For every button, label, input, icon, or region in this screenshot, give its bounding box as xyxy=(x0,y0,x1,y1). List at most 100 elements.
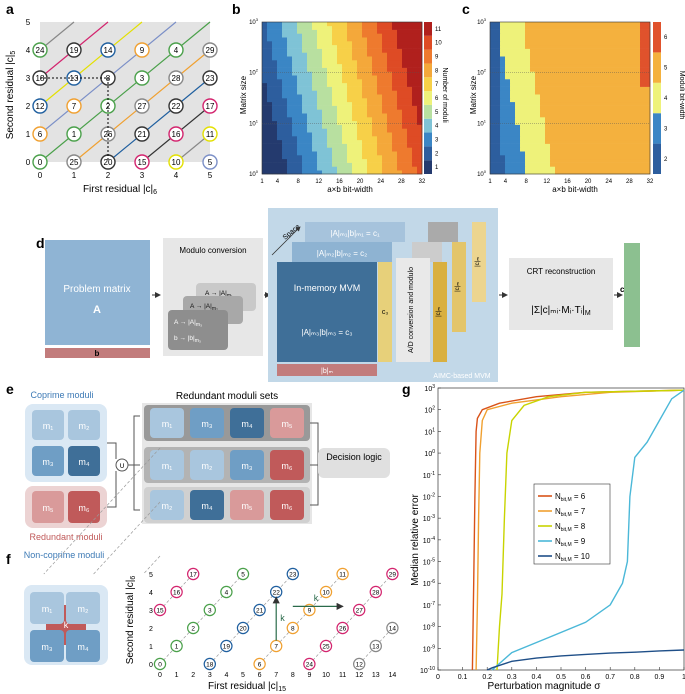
heat-cell xyxy=(402,56,408,61)
heat-cell xyxy=(645,120,651,125)
heat-cell xyxy=(510,90,516,95)
heat-cell xyxy=(417,79,423,84)
heat-cell xyxy=(645,79,651,84)
heat-cell xyxy=(352,117,358,122)
heat-cell xyxy=(372,71,378,76)
heat-cell xyxy=(312,41,318,46)
heat-cell xyxy=(525,60,531,65)
heat-cell xyxy=(342,90,348,95)
heat-cell xyxy=(560,155,566,160)
heat-cell xyxy=(505,37,511,42)
heat-cell xyxy=(535,143,541,148)
heat-cell xyxy=(535,105,541,110)
heat-cell xyxy=(312,162,318,167)
heat-cell xyxy=(382,128,388,133)
heat-cell xyxy=(620,155,626,160)
heat-cell xyxy=(555,67,561,72)
heat-cell xyxy=(600,25,606,30)
heat-cell xyxy=(372,132,378,137)
heat-cell xyxy=(407,60,413,65)
panel-b-xlabel: a×b bit-width xyxy=(327,185,373,194)
heat-cell xyxy=(402,147,408,152)
heat-cell xyxy=(515,71,521,76)
panel-f-ylabel: Second residual |c|6 xyxy=(125,576,137,665)
heat-cell xyxy=(417,33,423,38)
heat-cell xyxy=(397,136,403,141)
heat-cell xyxy=(262,170,268,175)
heat-cell xyxy=(615,117,621,122)
heat-cell xyxy=(307,147,313,152)
heat-cell xyxy=(292,79,298,84)
heat-cell xyxy=(635,147,641,152)
noncoprime-modulus-label: m₁ xyxy=(42,604,53,614)
heat-cell xyxy=(362,75,368,80)
heat-cell xyxy=(505,155,511,160)
heat-cell xyxy=(372,37,378,42)
heat-cell xyxy=(282,71,288,76)
heat-cell xyxy=(535,41,541,46)
heat-cell xyxy=(262,44,268,49)
panel-a-lattice: 0252015105612621161112722722171813832823… xyxy=(32,21,218,170)
set-modulus-label: m₂ xyxy=(162,501,173,511)
redundant-modulus xyxy=(68,491,100,523)
heat-cell xyxy=(625,101,631,106)
heat-cell xyxy=(630,22,636,27)
heat-cell xyxy=(585,60,591,65)
heat-cell xyxy=(560,117,566,122)
heat-cell xyxy=(277,79,283,84)
heat-cell xyxy=(585,162,591,167)
heat-cell xyxy=(307,139,313,144)
heat-cell xyxy=(520,44,526,49)
heat-cell xyxy=(387,25,393,30)
heat-cell xyxy=(292,166,298,171)
heat-cell xyxy=(412,101,418,106)
heat-cell xyxy=(575,124,581,129)
heat-cell xyxy=(392,29,398,34)
heat-cell xyxy=(412,75,418,80)
heat-cell xyxy=(332,82,338,87)
cbar-swatch xyxy=(424,160,432,174)
heat-cell xyxy=(382,86,388,91)
heat-cell xyxy=(550,79,556,84)
heat-cell xyxy=(595,48,601,53)
heat-cell xyxy=(397,117,403,122)
heat-cell xyxy=(267,82,273,87)
decision-logic-text: Decision logic xyxy=(326,452,382,462)
cbar-swatch xyxy=(653,52,661,83)
heat-cell xyxy=(505,170,511,175)
coprime-modulus xyxy=(32,446,64,476)
heat-cell xyxy=(490,94,496,99)
heat-cell xyxy=(312,101,318,106)
heat-cell xyxy=(352,109,358,114)
heat-cell xyxy=(302,101,308,106)
ci-column-1 xyxy=(472,222,486,302)
heat-cell xyxy=(640,124,646,129)
set-modulus-label: m₁ xyxy=(162,461,173,471)
c3-column-label: c₃ xyxy=(382,309,389,316)
heat-cell xyxy=(332,124,338,129)
heat-cell xyxy=(510,124,516,129)
heat-cell xyxy=(417,162,423,167)
heat-cell xyxy=(645,44,651,49)
heat-cell xyxy=(620,132,626,137)
heat-cell xyxy=(307,37,313,42)
heat-cell xyxy=(545,136,551,141)
heat-cell xyxy=(545,109,551,114)
heat-cell xyxy=(262,29,268,34)
heat-cell xyxy=(412,82,418,87)
heat-cell xyxy=(297,60,303,65)
heat-cell xyxy=(362,166,368,171)
common-factor-label: k xyxy=(64,620,69,630)
heat-cell xyxy=(510,155,516,160)
heat-cell xyxy=(367,162,373,167)
g-legend-label: Nbit,M = 10 xyxy=(555,552,590,563)
heat-cell xyxy=(620,136,626,141)
heat-cell xyxy=(545,60,551,65)
f-residue-node xyxy=(386,621,399,635)
heat-cell xyxy=(520,143,526,148)
heat-cell xyxy=(397,120,403,125)
heat-cell xyxy=(382,101,388,106)
cbar-swatch xyxy=(653,82,661,114)
